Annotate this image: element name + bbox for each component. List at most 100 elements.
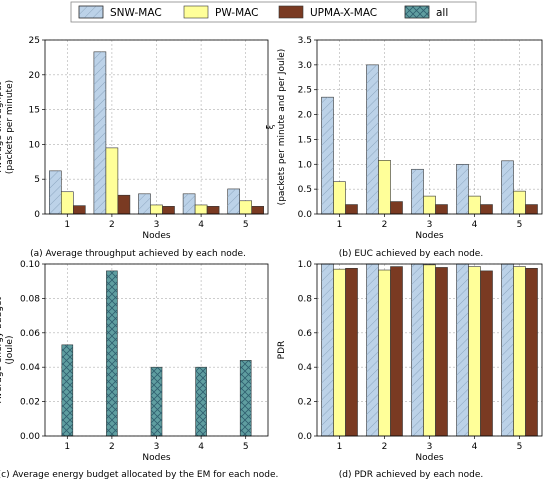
x-axis-label: Nodes [142, 231, 170, 241]
bar-upma-x-mac-node-5 [525, 267, 538, 437]
bar-upma-x-mac-node-3 [435, 204, 448, 215]
x-axis-label: Nodes [142, 453, 170, 463]
y-axis-label-line: (packets per minute) [5, 80, 15, 174]
legend-item-all: all [404, 5, 448, 19]
x-axis-label: Nodes [415, 453, 443, 463]
bar-pw-mac-node-4 [468, 195, 481, 215]
x-tick-label: 1 [64, 220, 70, 230]
bar-hatch [456, 264, 469, 436]
bar-pw-mac-node-5 [513, 190, 526, 215]
bar-upma-x-mac-node-5 [525, 204, 538, 215]
x-tick-label: 3 [154, 220, 160, 230]
x-tick-label: 2 [109, 220, 115, 230]
y-tick-label: 20 [29, 71, 41, 81]
legend-frame [70, 1, 477, 23]
bar-upma-x-mac-node-1 [345, 204, 358, 215]
bar-hatch [151, 367, 162, 436]
y-tick-label: 2.5 [298, 86, 312, 96]
x-tick-label: 5 [243, 220, 249, 230]
y-tick-label: 2.0 [298, 111, 313, 121]
bar-pw-mac-node-2 [378, 160, 391, 215]
bar-pw-mac-node-1 [60, 191, 74, 215]
y-tick-label: 10 [29, 140, 41, 150]
bar-upma-x-mac-node-3 [162, 206, 175, 215]
bar-hatch [61, 344, 73, 436]
legend-swatch-upma [278, 5, 304, 19]
y-axis-label-line: (Joule) [5, 336, 15, 365]
y-axis-label: Average throughput(packets per minute) [0, 80, 15, 174]
caption-c: (c) Average energy budget allocated by t… [0, 470, 278, 480]
bar-hatch [501, 264, 514, 436]
bar-hatch [93, 51, 106, 214]
bar-pw-mac-node-3 [150, 204, 163, 215]
y-axis-label-line: Average throughput [0, 81, 4, 172]
y-tick-label: 5 [34, 175, 40, 185]
x-tick-label: 3 [427, 442, 433, 452]
x-tick-label: 3 [154, 442, 160, 452]
chart-panel-b: 0.0 0.5 1.0 1.5 2.0 2.5 3.0 3.5 1 2 3 4 5 Nodes ξ(pack… [266, 36, 543, 241]
chart-panel-c: 0.00 0.02 0.04 0.06 0.08 0.10 1 2 3 4 5 Nodes Averag… [0, 260, 269, 463]
bar-upma-x-mac-node-3 [435, 267, 448, 437]
x-tick-label: 5 [517, 442, 523, 452]
bar-pw-mac-node-2 [105, 147, 119, 215]
caption-d: (d) PDR achieved by each node. [339, 470, 484, 480]
legend-item-snw: SNW-MAC [78, 5, 162, 19]
bar-pw-mac-node-1 [333, 181, 346, 215]
y-axis-label: ξ(packets per minute and per Joule) [266, 49, 287, 206]
bar-hatch [411, 264, 424, 436]
bar-upma-x-mac-node-2 [390, 266, 403, 437]
bar-pw-mac-node-5 [239, 200, 252, 215]
bar-hatch [411, 169, 424, 214]
y-tick-label: 0 [34, 210, 40, 220]
y-tick-label: 25 [29, 36, 40, 46]
bar-upma-x-mac-node-4 [480, 204, 493, 215]
x-tick-label: 2 [109, 442, 115, 452]
y-tick-label: 1.0 [298, 260, 313, 270]
bar-pw-mac-node-4 [194, 204, 208, 215]
bar-hatch [227, 188, 240, 214]
x-tick-label: 2 [382, 442, 388, 452]
bar-hatch [321, 97, 334, 214]
x-tick-label: 4 [472, 442, 478, 452]
y-tick-label: 1.5 [298, 135, 312, 145]
x-tick-label: 4 [198, 442, 204, 452]
x-axis-label: Nodes [415, 231, 443, 241]
x-tick-label: 1 [337, 442, 343, 452]
chart-panel-a: 0 5 10 15 20 25 1 2 3 4 5 Nodes Average throughput(p… [0, 36, 269, 241]
bar-pw-mac-node-2 [378, 269, 391, 437]
y-axis-label-line: PDR [277, 341, 287, 360]
legend-label-snw: SNW-MAC [110, 7, 162, 19]
x-tick-label: 3 [427, 220, 433, 230]
y-axis-label-line: ξ [266, 124, 276, 129]
bar-hatch [240, 360, 252, 436]
bar-hatch [366, 64, 379, 214]
bar-hatch [183, 193, 196, 214]
bar-hatch [106, 270, 118, 436]
bar-pw-mac-node-3 [423, 264, 436, 437]
bar-upma-x-mac-node-5 [251, 206, 264, 215]
y-axis-label: PDR [277, 341, 287, 360]
y-tick-label: 0.0 [298, 210, 313, 220]
y-tick-label: 0.08 [20, 294, 40, 304]
chart-panel-d: 0.0 0.2 0.4 0.6 0.8 1.0 1 2 3 4 5 Nodes PDR [277, 260, 543, 463]
x-tick-label: 5 [243, 442, 249, 452]
legend-item-upma: UPMA-X-MAC [278, 5, 377, 19]
legend-label-pw: PW-MAC [215, 7, 258, 19]
y-tick-label: 0.8 [298, 294, 313, 304]
y-tick-label: 0.2 [298, 398, 312, 408]
y-tick-label: 3.0 [298, 61, 313, 71]
bar-pw-mac-node-4 [468, 266, 481, 437]
x-tick-label: 2 [382, 220, 388, 230]
caption-b: (b) EUC achieved by each node. [339, 249, 483, 259]
y-axis-label-line: Average energy budget [0, 297, 4, 403]
bar-hatch [456, 164, 469, 214]
y-tick-label: 0.00 [20, 432, 40, 442]
plot-frame [44, 39, 269, 215]
y-tick-label: 1.0 [298, 160, 313, 170]
bar-upma-x-mac-node-1 [73, 205, 86, 215]
x-tick-label: 4 [472, 220, 478, 230]
caption-a: (a) Average throughput achieved by each … [30, 249, 246, 259]
y-tick-label: 0.5 [298, 185, 312, 195]
y-tick-label: 0.0 [298, 432, 313, 442]
legend: SNW-MAC PW-MAC UPMA-X-MAC all [70, 1, 477, 23]
